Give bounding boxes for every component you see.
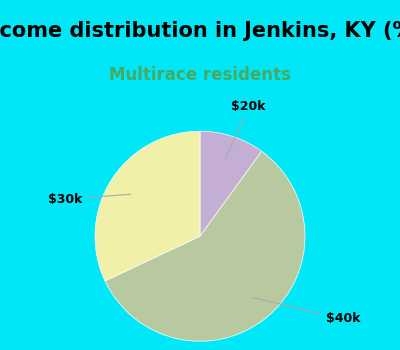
Text: $40k: $40k	[253, 298, 360, 326]
Text: $30k: $30k	[48, 193, 131, 206]
Wedge shape	[95, 131, 200, 281]
Text: Income distribution in Jenkins, KY (%): Income distribution in Jenkins, KY (%)	[0, 21, 400, 41]
Text: $20k: $20k	[226, 100, 266, 159]
Wedge shape	[200, 131, 262, 236]
Text: Multirace residents: Multirace residents	[109, 66, 291, 84]
Wedge shape	[105, 151, 305, 341]
